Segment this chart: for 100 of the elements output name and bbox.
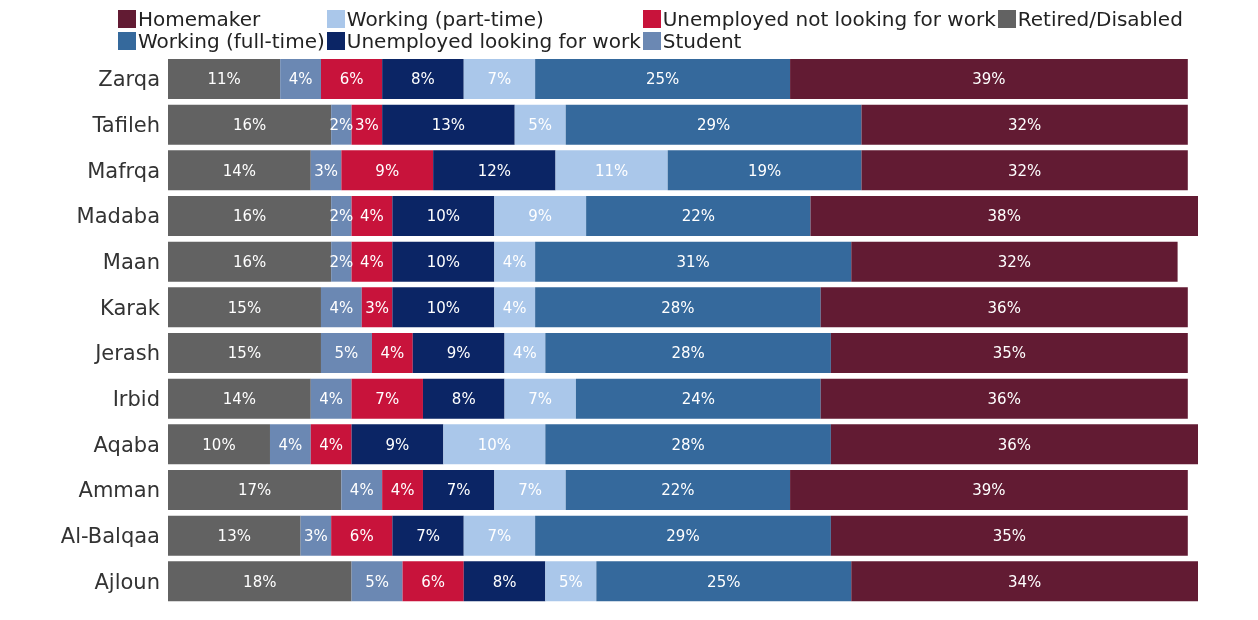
- data-label: 4%: [380, 344, 405, 363]
- y-tick-label: Mafrqa: [87, 158, 160, 183]
- bar: [861, 150, 1188, 191]
- y-tick-label: Madaba: [76, 204, 160, 229]
- bar: [331, 515, 393, 556]
- bar: [168, 378, 311, 419]
- data-label: 6%: [339, 70, 364, 89]
- data-label: 18%: [243, 572, 277, 591]
- data-label: 32%: [997, 252, 1032, 271]
- bar: [351, 424, 444, 465]
- bar: [555, 150, 668, 191]
- bar: [341, 470, 383, 510]
- bar: [494, 241, 536, 282]
- data-label: 8%: [492, 572, 517, 591]
- data-label: 10%: [426, 252, 461, 271]
- data-label: 28%: [671, 344, 705, 363]
- data-label: 29%: [696, 115, 731, 134]
- data-label: 31%: [676, 252, 710, 271]
- data-label: 10%: [202, 435, 236, 454]
- data-label: 28%: [661, 298, 695, 317]
- legend-label: Unemployed looking for work: [346, 29, 641, 53]
- data-label: 25%: [645, 70, 680, 89]
- data-label: 32%: [1007, 115, 1042, 134]
- bar: [168, 515, 301, 556]
- bar: [168, 241, 332, 282]
- bar: [433, 150, 556, 191]
- data-label: 3%: [354, 115, 379, 134]
- bar: [494, 470, 566, 510]
- data-label: 36%: [997, 435, 1032, 454]
- legend-label: Student: [662, 29, 742, 53]
- bar: [371, 333, 413, 373]
- data-label: 9%: [375, 161, 400, 180]
- data-label: 7%: [528, 389, 553, 408]
- data-label: 28%: [671, 435, 705, 454]
- bar: [320, 59, 383, 99]
- bar: [392, 196, 495, 236]
- data-label: 9%: [528, 207, 553, 226]
- data-label: 7%: [446, 481, 471, 500]
- bar: [586, 196, 811, 236]
- data-label: 10%: [477, 435, 512, 454]
- data-label: 16%: [232, 207, 267, 226]
- data-label: 4%: [278, 435, 303, 454]
- bar: [565, 104, 862, 145]
- bar: [596, 561, 852, 602]
- data-label: 4%: [513, 344, 537, 363]
- data-label: 39%: [972, 481, 1006, 500]
- data-label: 10%: [426, 207, 461, 226]
- data-label: 8%: [411, 70, 435, 89]
- data-label: 4%: [288, 70, 313, 89]
- data-label: 5%: [558, 572, 583, 591]
- bar: [168, 333, 321, 373]
- y-tick-label: Maan: [102, 249, 160, 274]
- bar: [168, 561, 352, 602]
- y-tick-label: Tafileh: [91, 112, 160, 137]
- bar: [168, 424, 270, 465]
- data-label: 3%: [303, 526, 328, 545]
- data-label: 29%: [666, 526, 700, 545]
- data-label: 4%: [502, 252, 527, 271]
- data-label: 17%: [238, 481, 272, 500]
- bar: [535, 287, 821, 328]
- bar: [412, 333, 505, 373]
- legend-label: Retired/Disabled: [1017, 7, 1183, 31]
- y-tick-label: Karak: [100, 295, 161, 320]
- bar: [535, 515, 831, 556]
- data-label: 25%: [707, 572, 741, 591]
- bar: [320, 287, 362, 328]
- legend-label: Working (part-time): [346, 7, 544, 31]
- y-tick-label: Ajloun: [94, 569, 160, 594]
- bar: [790, 470, 1188, 510]
- data-label: 13%: [431, 115, 466, 134]
- data-label: 15%: [227, 298, 262, 317]
- data-label: 9%: [446, 344, 471, 363]
- bar: [861, 104, 1188, 145]
- y-tick-label: Zarqa: [98, 67, 160, 92]
- bar: [810, 196, 1198, 236]
- bar: [851, 561, 1198, 602]
- data-label: 3%: [314, 161, 338, 180]
- data-label: 16%: [232, 252, 267, 271]
- bar: [545, 333, 831, 373]
- data-label: 39%: [972, 70, 1006, 89]
- bar: [545, 424, 831, 465]
- data-label: 9%: [385, 435, 410, 454]
- data-label: 36%: [987, 298, 1021, 317]
- data-label: 4%: [360, 252, 384, 271]
- data-label: 19%: [747, 161, 782, 180]
- bar: [382, 104, 515, 145]
- data-label: 8%: [451, 389, 476, 408]
- bar: [565, 470, 791, 510]
- bar: [422, 470, 495, 510]
- bar: [422, 378, 505, 419]
- data-label: 22%: [681, 207, 715, 226]
- data-label: 4%: [349, 481, 374, 500]
- bar: [280, 59, 321, 99]
- data-label: 22%: [661, 481, 695, 500]
- data-label: 4%: [390, 481, 415, 500]
- bar: [575, 378, 821, 419]
- bar: [820, 287, 1188, 328]
- bar: [351, 378, 423, 419]
- y-tick-label: Irbid: [112, 386, 160, 411]
- data-label: 12%: [477, 161, 512, 180]
